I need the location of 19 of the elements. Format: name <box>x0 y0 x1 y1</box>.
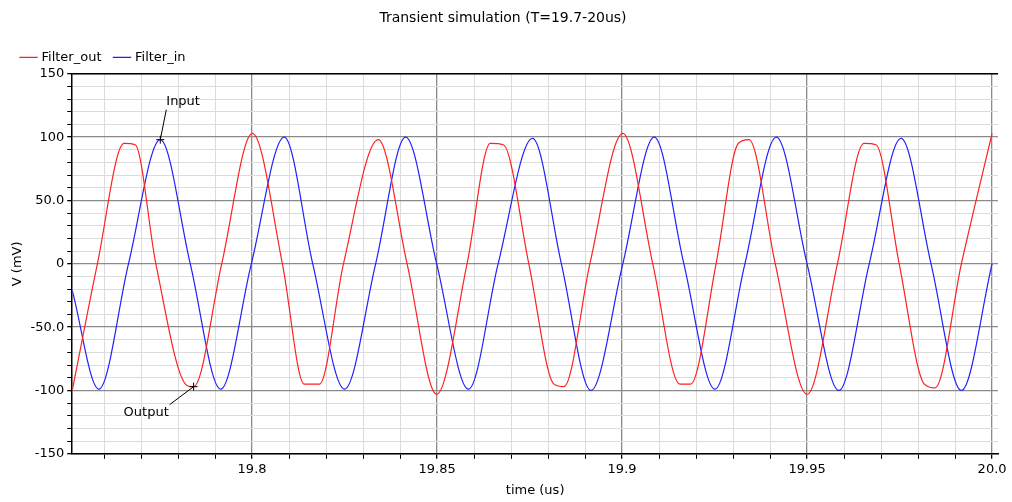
x-axis-title: time (us) <box>505 481 565 497</box>
y-tick-label: -50.0 <box>30 318 65 334</box>
annotation: Output <box>123 404 169 420</box>
y-tick-label: 50.0 <box>35 191 65 207</box>
y-tick-label: 100 <box>39 128 65 144</box>
legend-label: Filter_in <box>134 48 186 64</box>
x-tick-label: 19.85 <box>418 460 456 476</box>
x-tick-label: 19.95 <box>788 460 826 476</box>
x-tick-label: 20.0 <box>977 460 1007 476</box>
y-tick-label: -150 <box>34 445 65 461</box>
y-axis-title: V (mV) <box>9 241 25 287</box>
chart-title: Transient simulation (T=19.7-20us) <box>378 9 627 26</box>
y-tick-label: 150 <box>39 65 65 81</box>
legend-label: Filter_out <box>41 48 102 64</box>
x-tick-label: 19.9 <box>607 460 637 476</box>
y-tick-label: 0 <box>55 255 65 271</box>
y-tick-label: -100 <box>34 381 65 397</box>
x-tick-label: 19.8 <box>237 460 267 476</box>
annotation: Input <box>166 93 200 109</box>
